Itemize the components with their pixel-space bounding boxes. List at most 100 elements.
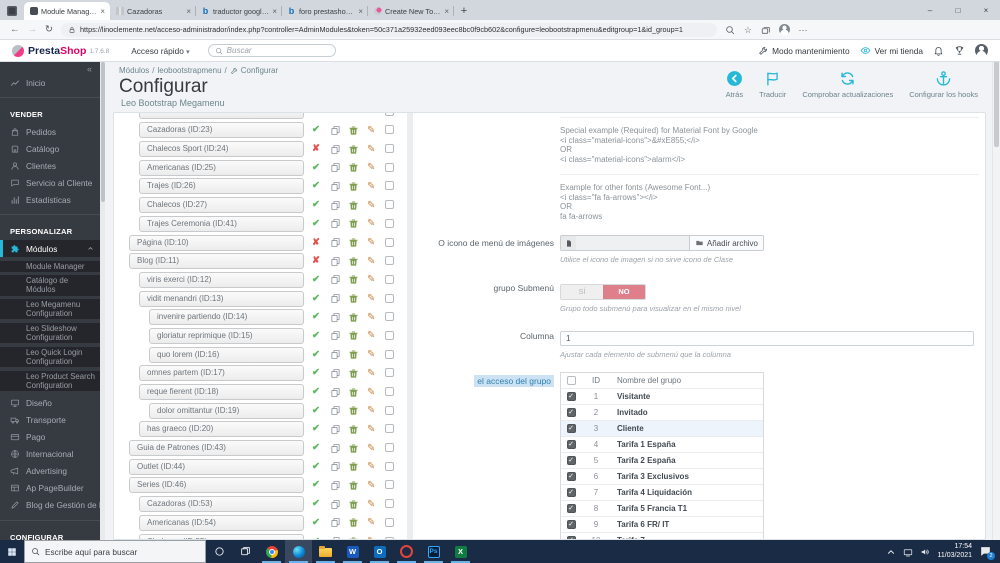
action-traducir[interactable]: Traducir: [759, 70, 786, 99]
sidebar-item-pedidos[interactable]: Pedidos: [0, 123, 100, 140]
file-input-body[interactable]: [576, 236, 689, 250]
menu-item[interactable]: vidit menandri (ID:13): [139, 290, 304, 307]
group-checkbox[interactable]: ✓: [566, 503, 576, 513]
row-checkbox[interactable]: [385, 274, 394, 284]
trash-icon[interactable]: [348, 405, 359, 416]
sidebar-item-clientes[interactable]: Clientes: [0, 157, 100, 174]
menu-item[interactable]: Outlet (ID:44): [129, 458, 304, 475]
trash-icon[interactable]: [348, 256, 359, 267]
enabled-check-icon[interactable]: ✔: [312, 329, 320, 341]
enabled-check-icon[interactable]: ✔: [312, 348, 320, 360]
edit-pencil-icon[interactable]: ✎: [367, 274, 376, 286]
sidebar-item-m-dulos[interactable]: Módulos: [0, 240, 100, 257]
edit-pencil-icon[interactable]: ✎: [367, 442, 376, 454]
enabled-check-icon[interactable]: ✔: [312, 273, 320, 285]
enabled-check-icon[interactable]: ✔: [312, 367, 320, 379]
edit-pencil-icon[interactable]: ✎: [367, 367, 376, 379]
duplicate-icon[interactable]: [330, 330, 341, 341]
duplicate-icon[interactable]: [330, 274, 341, 285]
edit-pencil-icon[interactable]: ✎: [367, 255, 376, 267]
menu-item[interactable]: Cazadoras (ID:23): [139, 122, 304, 139]
collections-icon[interactable]: [761, 25, 771, 35]
cortana-icon[interactable]: [206, 540, 232, 563]
trash-icon[interactable]: [348, 200, 359, 211]
group-checkbox[interactable]: ✓: [566, 407, 576, 417]
menu-item[interactable]: Trajes Ceremonia (ID:41): [139, 215, 304, 232]
disabled-cross-icon[interactable]: ✘: [312, 143, 320, 155]
quick-access-dropdown[interactable]: Acceso rápido ▾: [131, 45, 190, 56]
maximize-button[interactable]: □: [955, 5, 961, 15]
minimize-button[interactable]: –: [927, 5, 933, 15]
scrollbar-thumb[interactable]: [994, 52, 999, 147]
menu-item[interactable]: Trajes (ID:26): [139, 178, 304, 195]
group-row[interactable]: ✓10Tarifa 7: [561, 531, 763, 539]
tab-close-icon[interactable]: ×: [100, 6, 105, 16]
edit-pencil-icon[interactable]: ✎: [367, 199, 376, 211]
row-checkbox[interactable]: [385, 218, 394, 228]
taskbar-explorer-button[interactable]: [312, 540, 339, 563]
breadcrumb-module[interactable]: leobootstrapmenu: [157, 66, 222, 75]
edit-pencil-icon[interactable]: ✎: [367, 386, 376, 398]
row-checkbox[interactable]: [385, 330, 394, 340]
sidebar-subitem-leo-megamenu-configuration[interactable]: Leo Megamenu Configuration: [0, 299, 100, 320]
duplicate-icon[interactable]: [330, 405, 341, 416]
refresh-icon[interactable]: ↻: [45, 23, 53, 35]
view-shop-button[interactable]: Ver mi tienda: [860, 45, 923, 56]
sidebar-item-transporte[interactable]: Transporte: [0, 412, 100, 429]
task-view-icon[interactable]: [232, 540, 258, 563]
menu-item[interactable]: invenire partiendo (ID:14): [149, 309, 304, 326]
duplicate-icon[interactable]: [330, 499, 341, 510]
group-row[interactable]: ✓ 9 Tarifa 6 FR/ IT: [561, 515, 763, 532]
duplicate-icon[interactable]: [330, 237, 341, 248]
trash-icon[interactable]: [348, 144, 359, 155]
select-all-checkbox[interactable]: [566, 375, 576, 385]
menu-item[interactable]: Cazadoras (ID:53): [139, 496, 304, 513]
sidebar-item-advertising[interactable]: Advertising: [0, 463, 100, 480]
row-checkbox[interactable]: [385, 517, 394, 527]
menu-item[interactable]: Americanas (ID:54): [139, 514, 304, 531]
group-checkbox[interactable]: ✓: [566, 439, 576, 449]
menu-item[interactable]: viris exerci (ID:12): [139, 271, 304, 288]
menu-item[interactable]: Chalecos (ID:55): [139, 533, 304, 539]
sidebar-item-blog-de-gesti-n-de-leo[interactable]: Blog de Gestión de Leo: [0, 497, 100, 514]
browser-tab[interactable]: Module Manager • Lino Clement×: [24, 2, 110, 20]
edit-pencil-icon[interactable]: ✎: [367, 180, 376, 192]
trash-icon[interactable]: [348, 387, 359, 398]
taskbar-search-input[interactable]: Escribe aquí para buscar: [24, 540, 206, 563]
taskbar-edge-button[interactable]: [285, 540, 312, 563]
close-button[interactable]: ×: [983, 5, 989, 15]
taskbar-word-button[interactable]: W: [339, 540, 366, 563]
duplicate-icon[interactable]: [330, 368, 341, 379]
row-checkbox[interactable]: [385, 200, 394, 210]
trash-icon[interactable]: [348, 536, 359, 539]
prestashop-logo[interactable]: PrestaShop: [28, 44, 87, 57]
notifications-bell-icon[interactable]: [933, 45, 944, 56]
action-center-icon[interactable]: 2: [979, 545, 995, 560]
taskbar-clock[interactable]: 17:54 11/03/2021: [937, 543, 972, 559]
disabled-cross-icon[interactable]: ✘: [312, 236, 320, 248]
sidebar-item-dise-o[interactable]: Diseño: [0, 395, 100, 412]
duplicate-icon[interactable]: [330, 443, 341, 454]
browser-profile-avatar[interactable]: [778, 24, 790, 35]
duplicate-icon[interactable]: [330, 125, 341, 136]
trash-icon[interactable]: [348, 181, 359, 192]
edit-pencil-icon[interactable]: ✎: [367, 349, 376, 361]
browser-app-icon[interactable]: [0, 2, 24, 20]
row-checkbox[interactable]: [385, 181, 394, 191]
edit-pencil-icon[interactable]: ✎: [367, 517, 376, 529]
trash-icon[interactable]: [348, 517, 359, 528]
menu-item[interactable]: Chalecos Sport (ID:24): [139, 141, 304, 158]
tree-panel-scrollbar[interactable]: [407, 113, 413, 539]
taskbar-opera-button[interactable]: [393, 540, 420, 563]
group-checkbox[interactable]: ✓: [566, 423, 576, 433]
sidebar-collapse-icon[interactable]: «: [86, 64, 92, 74]
toggle-yes-button[interactable]: SÍ: [561, 284, 603, 299]
menu-item[interactable]: quo lorem (ID:16): [149, 346, 304, 363]
row-checkbox[interactable]: [385, 113, 394, 116]
duplicate-icon[interactable]: [330, 480, 341, 491]
menu-item[interactable]: has graeco (ID:20): [139, 421, 304, 438]
disabled-cross-icon[interactable]: ✘: [312, 255, 320, 267]
back-icon[interactable]: ←: [10, 23, 20, 35]
edit-pencil-icon[interactable]: ✎: [367, 293, 376, 305]
sidebar-item-cat-logo[interactable]: Catálogo: [0, 140, 100, 157]
